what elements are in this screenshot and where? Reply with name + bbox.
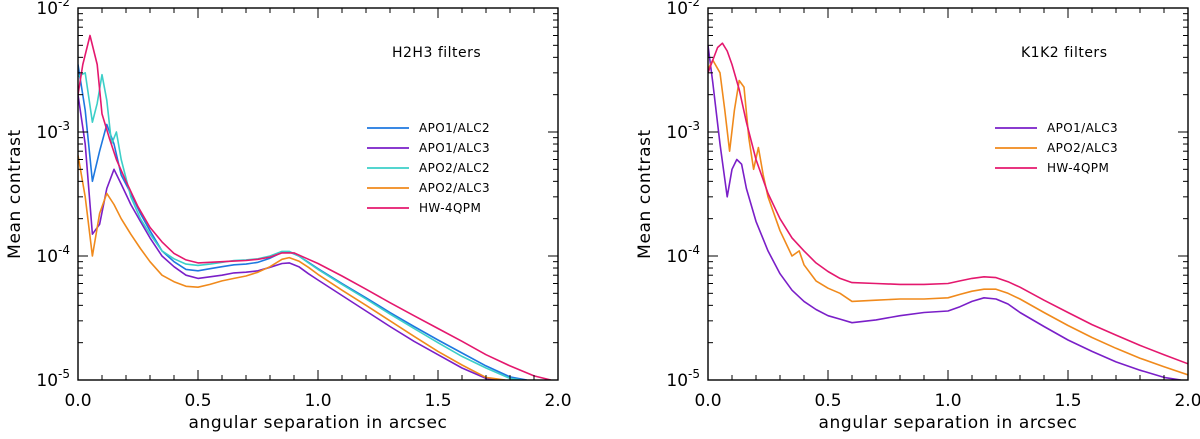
y-tick-label: 10-4 (666, 243, 700, 267)
legend-label: APO2/ALC3 (419, 181, 490, 195)
legend-label: APO1/ALC3 (1047, 121, 1118, 135)
chart-panel-2: 0.0 0.5 1.0 1.5 2.0 10-2 10-3 10-4 10-5 angular s… (635, 0, 1200, 433)
legend-label: HW-4QPM (1047, 161, 1109, 175)
y-tick-label: 10-3 (36, 119, 70, 143)
legend-label: HW-4QPM (419, 201, 481, 215)
chart-panel-1: 0.0 0.5 1.0 1.5 2.0 10-2 10-3 10-4 10-5 angular s… (5, 0, 572, 433)
x-axis-label: angular separation in arcsec (819, 413, 1078, 433)
legend: APO1/ALC2 APO1/ALC3 APO2/ALC2 APO2/ALC3 HW-4… (367, 121, 490, 215)
series-line-apo1-alc2 (78, 64, 527, 380)
series-line-hw-4qpm (78, 34, 551, 380)
chart-title: K1K2 filters (1021, 45, 1108, 61)
series-line-apo1-alc3 (708, 45, 1181, 380)
legend-label: APO2/ALC3 (1047, 141, 1118, 155)
x-tick-label: 1.0 (304, 391, 331, 411)
x-tick-label: 2.0 (1174, 391, 1200, 411)
chart-title: H2H3 filters (392, 45, 481, 61)
x-tick-label: 1.5 (1054, 391, 1081, 411)
y-tick-label: 10-4 (36, 243, 70, 267)
x-tick-label: 0.5 (184, 391, 211, 411)
x-tick-label: 2.0 (544, 391, 571, 411)
x-tick-label: 0.0 (694, 391, 721, 411)
legend: APO1/ALC3 APO2/ALC3 HW-4QPM (995, 121, 1118, 175)
x-tick-label: 0.5 (814, 391, 841, 411)
legend-label: APO1/ALC3 (419, 141, 490, 155)
series-line-apo2-alc3 (708, 59, 1188, 376)
legend-label: APO2/ALC2 (419, 161, 490, 175)
series-line-hw-4qpm (708, 42, 1188, 365)
series-line-apo2-alc2 (78, 72, 523, 380)
y-tick-label: 10-5 (36, 367, 70, 391)
x-tick-label: 1.5 (424, 391, 451, 411)
y-axis-label: Mean contrast (635, 129, 655, 259)
x-tick-label: 1.0 (934, 391, 961, 411)
legend-label: APO1/ALC2 (419, 121, 490, 135)
x-tick-label: 0.0 (64, 391, 91, 411)
y-tick-label: 10-5 (666, 367, 700, 391)
series-line-apo2-alc3 (78, 155, 506, 380)
x-axis-label: angular separation in arcsec (189, 413, 448, 433)
y-tick-label: 10-3 (666, 119, 700, 143)
y-axis-label: Mean contrast (5, 129, 25, 259)
y-tick-label: 10-2 (36, 0, 70, 19)
series-line-apo1-alc3 (78, 94, 501, 380)
plot-frame (707, 7, 1189, 381)
y-tick-label: 10-2 (666, 0, 700, 19)
